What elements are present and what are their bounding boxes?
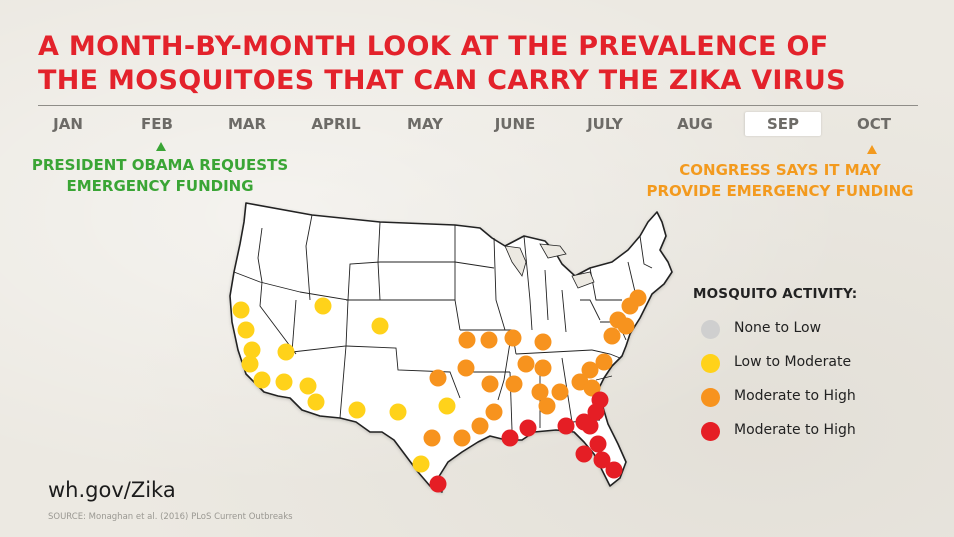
point-salt-lake [314, 297, 332, 315]
legend-yellow-dot-icon [701, 354, 720, 373]
point-miami [605, 461, 623, 479]
month-jan[interactable]: JAN [53, 115, 83, 133]
point-houston [471, 417, 489, 435]
point-nashville-north [517, 355, 535, 373]
point-san-diego [275, 373, 293, 391]
point-new-orleans [501, 429, 519, 447]
legend-title: MOSQUITO ACTIVITY: [693, 286, 858, 302]
point-san-antonio [453, 429, 471, 447]
point-phoenix [299, 377, 317, 395]
month-oct[interactable]: OCT [857, 115, 891, 133]
legend-red-dot-icon [701, 422, 720, 441]
point-st-louis [480, 331, 498, 349]
legend-item-none-to-low: None to Low [693, 318, 857, 352]
point-dallas [438, 397, 456, 415]
point-los-angeles [253, 371, 271, 389]
legend-label: Low to Moderate [734, 354, 852, 370]
point-denver [371, 317, 389, 335]
legend-item-moderate-to-high-orange: Moderate to High [693, 386, 857, 420]
point-little-rock [481, 375, 499, 393]
point-tampa [575, 445, 593, 463]
point-laredo [412, 455, 430, 473]
feb-annotation: PRESIDENT OBAMA REQUESTS EMERGENCY FUNDI… [20, 155, 300, 197]
point-bakersfield [241, 355, 259, 373]
point-orlando [589, 435, 607, 453]
legend-orange-dot-icon [701, 388, 720, 407]
month-june[interactable]: JUNE [494, 115, 536, 133]
point-midland [389, 403, 407, 421]
title-line-1: A MONTH-BY-MONTH LOOK AT THE PREVALENCE … [38, 31, 829, 62]
point-baltimore [617, 317, 635, 335]
point-atlanta [551, 383, 569, 401]
point-tucson [307, 393, 325, 411]
point-kansas-city [458, 331, 476, 349]
legend-label: None to Low [734, 320, 822, 336]
us-outline [229, 202, 673, 493]
point-augusta [583, 379, 601, 397]
point-tallahassee [557, 417, 575, 435]
page-title: A MONTH-BY-MONTH LOOK AT THE PREVALENCE … [38, 30, 846, 98]
legend-label: Moderate to High [734, 388, 856, 404]
point-raleigh [595, 353, 613, 371]
feb-annotation-line-1: PRESIDENT OBAMA REQUESTS [31, 156, 289, 174]
point-memphis [505, 375, 523, 393]
oct-annotation-line-2: PROVIDE EMERGENCY FUNDING [646, 182, 914, 200]
point-sacramento [232, 301, 250, 319]
point-nashville [534, 359, 552, 377]
month-feb[interactable]: FEB [141, 115, 173, 133]
point-mobile [519, 419, 537, 437]
point-louisville [534, 333, 552, 351]
point-san-francisco [237, 321, 255, 339]
mosquito-points [232, 289, 647, 493]
feb-annotation-line-2: EMERGENCY FUNDING [66, 177, 254, 195]
point-las-vegas [277, 343, 295, 361]
point-brownsville [429, 475, 447, 493]
lakes [504, 243, 595, 289]
point-charlotte [581, 361, 599, 379]
point-richmond [603, 327, 621, 345]
legend-label: Moderate to High [734, 422, 856, 438]
month-may[interactable]: MAY [407, 115, 443, 133]
point-birmingham [531, 383, 549, 401]
source-citation: SOURCE: Monaghan et al. (2016) PLoS Curr… [48, 512, 293, 522]
point-savannah-2 [587, 403, 605, 421]
point-west-palm [593, 451, 611, 469]
point-indianapolis [504, 329, 522, 347]
legend-item-low-to-moderate: Low to Moderate [693, 352, 857, 386]
point-shreveport [485, 403, 503, 421]
point-austin [423, 429, 441, 447]
point-tulsa [457, 359, 475, 377]
month-aug[interactable]: AUG [677, 115, 713, 133]
website-link[interactable]: wh.gov/Zika [48, 478, 176, 502]
title-line-2: THE MOSQUITOES THAT CAN CARRY THE ZIKA V… [38, 65, 846, 96]
oct-annotation-line-1: CONGRESS SAYS IT MAY [679, 161, 881, 179]
month-april[interactable]: APRIL [311, 115, 361, 133]
month-timeline: JAN FEB MAR APRIL MAY JUNE JULY AUG SEP … [0, 112, 954, 136]
point-fresno [243, 341, 261, 359]
point-new-york [629, 289, 647, 307]
oct-annotation: CONGRESS SAYS IT MAY PROVIDE EMERGENCY F… [620, 160, 940, 202]
month-mar[interactable]: MAR [227, 115, 267, 133]
legend: MOSQUITO ACTIVITY: None to Low Low to Mo… [693, 286, 857, 454]
month-july[interactable]: JULY [587, 115, 623, 133]
oct-marker-icon [867, 145, 877, 154]
month-sep-selected[interactable]: SEP [744, 112, 822, 136]
timeline-rule [38, 105, 918, 106]
feb-marker-icon [156, 142, 166, 151]
legend-gray-dot-icon [701, 320, 720, 339]
point-jacksonville [581, 417, 599, 435]
point-oklahoma-city [429, 369, 447, 387]
point-el-paso [348, 401, 366, 419]
point-jackson [538, 397, 556, 415]
legend-item-moderate-to-high-red: Moderate to High [693, 420, 857, 454]
